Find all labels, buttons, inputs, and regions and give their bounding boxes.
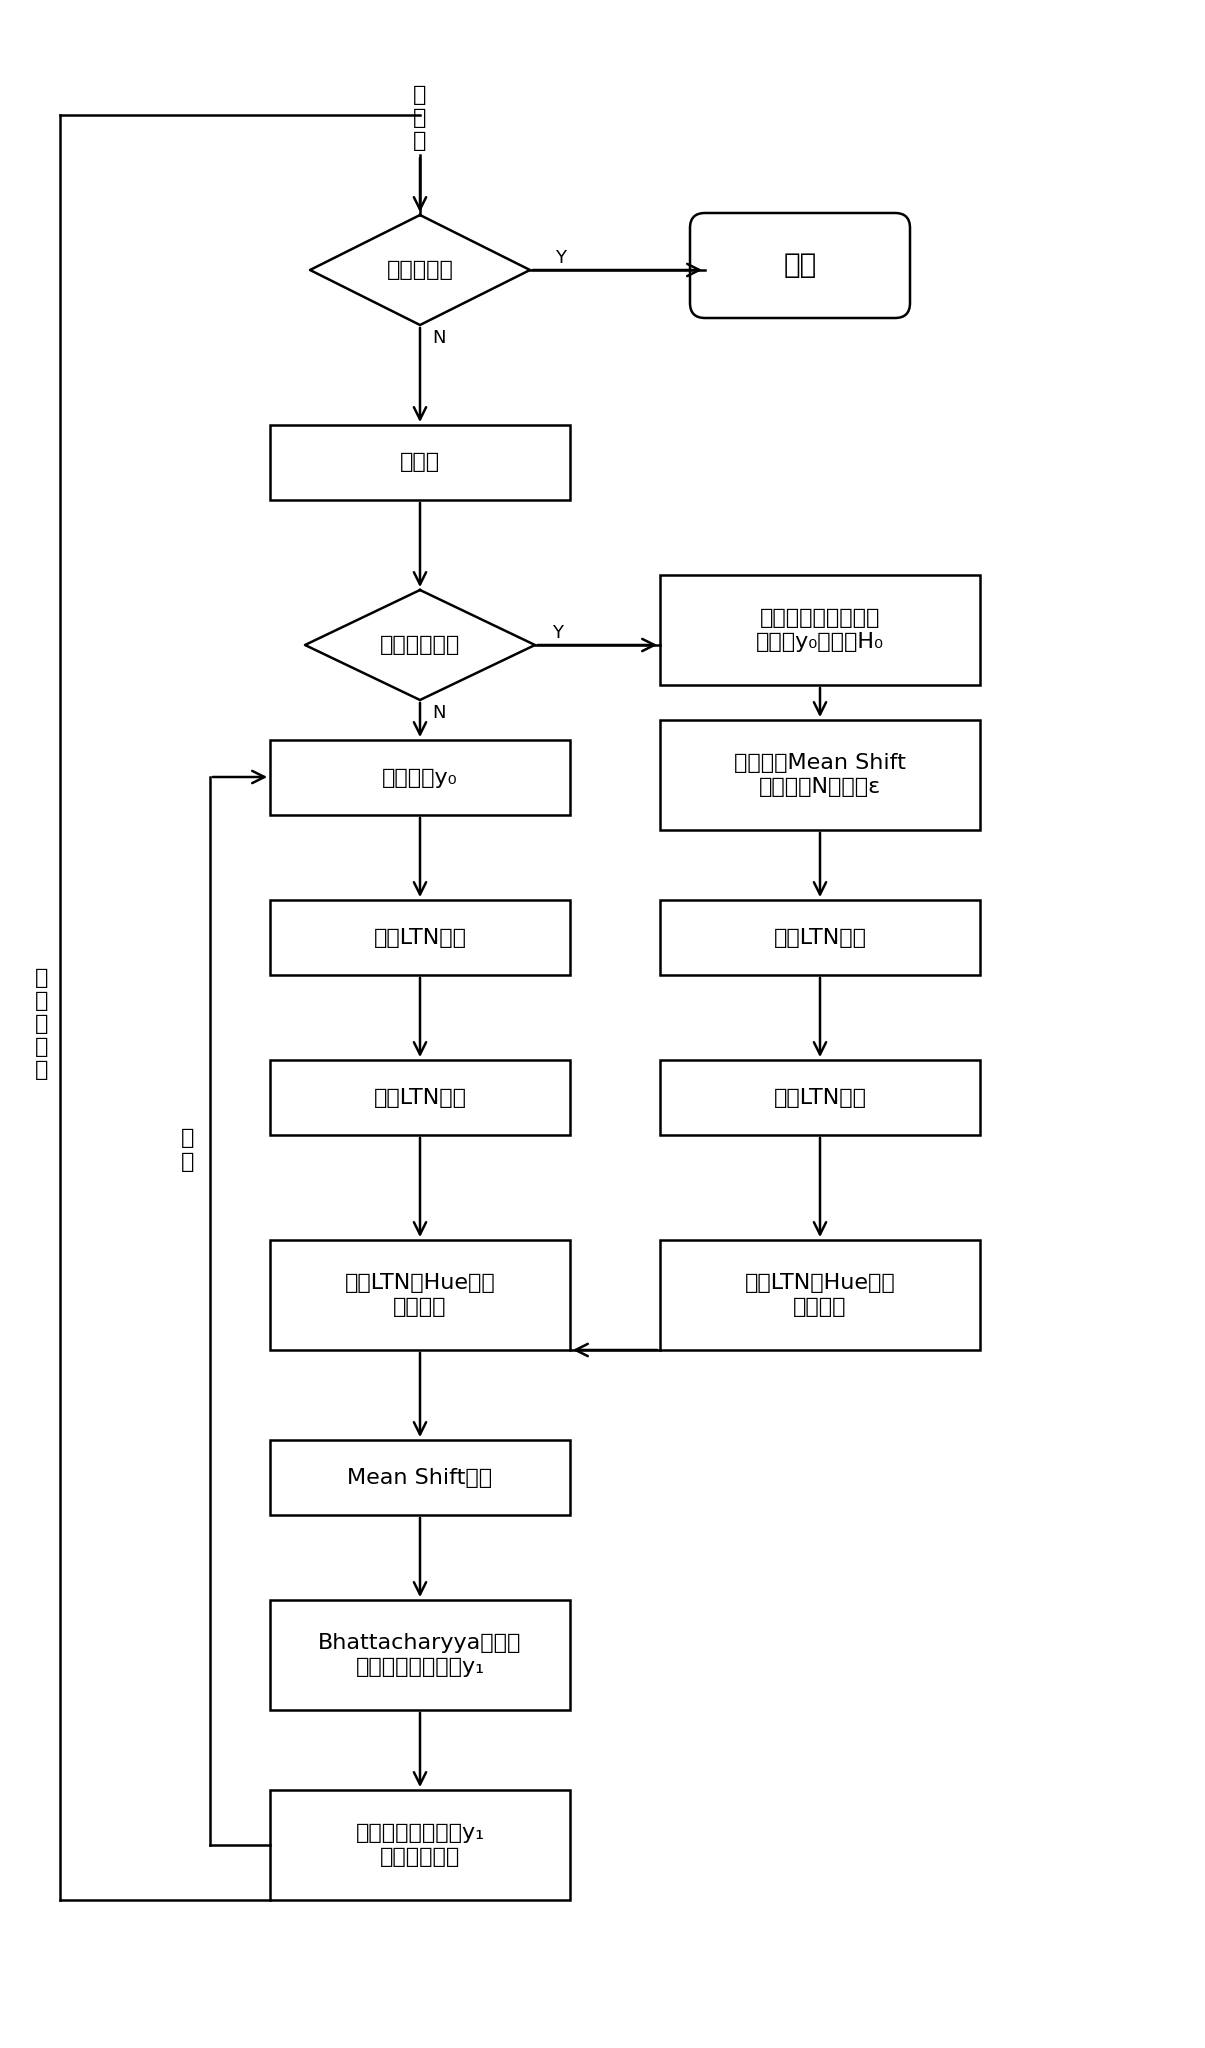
Text: 生成LTN掩膜: 生成LTN掩膜 xyxy=(774,1087,866,1108)
Text: 视
频
流: 视 频 流 xyxy=(413,86,427,152)
Text: 选择待跟踪目标及初
始位置y₀和尺度H₀: 选择待跟踪目标及初 始位置y₀和尺度H₀ xyxy=(756,608,884,651)
FancyBboxPatch shape xyxy=(270,1440,570,1516)
Text: 初始位置y₀: 初始位置y₀ xyxy=(382,768,458,788)
Polygon shape xyxy=(305,590,535,700)
Text: Y: Y xyxy=(556,250,566,266)
Text: 读
取
下
一
帧: 读 取 下 一 帧 xyxy=(35,967,48,1081)
Text: 结束: 结束 xyxy=(783,252,817,279)
FancyBboxPatch shape xyxy=(660,721,980,829)
Text: 当前帧: 当前帧 xyxy=(400,453,440,473)
FancyBboxPatch shape xyxy=(660,1061,980,1135)
Text: Bhattacharyya系数极
大的候选区域中心y₁: Bhattacharyya系数极 大的候选区域中心y₁ xyxy=(318,1634,522,1677)
FancyBboxPatch shape xyxy=(270,899,570,975)
Text: 融合LTN与Hue建立
模板模型: 融合LTN与Hue建立 模板模型 xyxy=(745,1274,895,1317)
FancyBboxPatch shape xyxy=(660,899,980,975)
FancyBboxPatch shape xyxy=(270,1790,570,1901)
FancyBboxPatch shape xyxy=(270,739,570,815)
Text: 融合LTN与Hue建立
候选模型: 融合LTN与Hue建立 候选模型 xyxy=(345,1274,495,1317)
FancyBboxPatch shape xyxy=(660,1239,980,1350)
FancyBboxPatch shape xyxy=(270,1599,570,1710)
Text: N: N xyxy=(433,330,446,346)
Text: 更
新: 更 新 xyxy=(181,1128,195,1171)
FancyBboxPatch shape xyxy=(270,1061,570,1135)
FancyBboxPatch shape xyxy=(270,426,570,500)
Text: Y: Y xyxy=(552,625,563,641)
FancyBboxPatch shape xyxy=(270,1239,570,1350)
Text: N: N xyxy=(433,705,446,723)
Text: 提取LTN特征: 提取LTN特征 xyxy=(774,928,866,948)
Text: 提取LTN特征: 提取LTN特征 xyxy=(374,928,466,948)
Text: Mean Shift迭代: Mean Shift迭代 xyxy=(347,1468,493,1487)
Text: 设定最大Mean Shift
迭代次数N和位移ε: 设定最大Mean Shift 迭代次数N和位移ε xyxy=(734,754,906,797)
Text: 是否为首帧？: 是否为首帧？ xyxy=(380,635,460,655)
Text: 生成LTN掩膜: 生成LTN掩膜 xyxy=(374,1087,466,1108)
FancyBboxPatch shape xyxy=(690,213,910,317)
Text: 是否为空？: 是否为空？ xyxy=(387,260,453,281)
Text: 保存当前跟踪结果y₁
并处理下一帧: 保存当前跟踪结果y₁ 并处理下一帧 xyxy=(355,1823,484,1866)
Polygon shape xyxy=(310,215,530,326)
FancyBboxPatch shape xyxy=(660,575,980,684)
